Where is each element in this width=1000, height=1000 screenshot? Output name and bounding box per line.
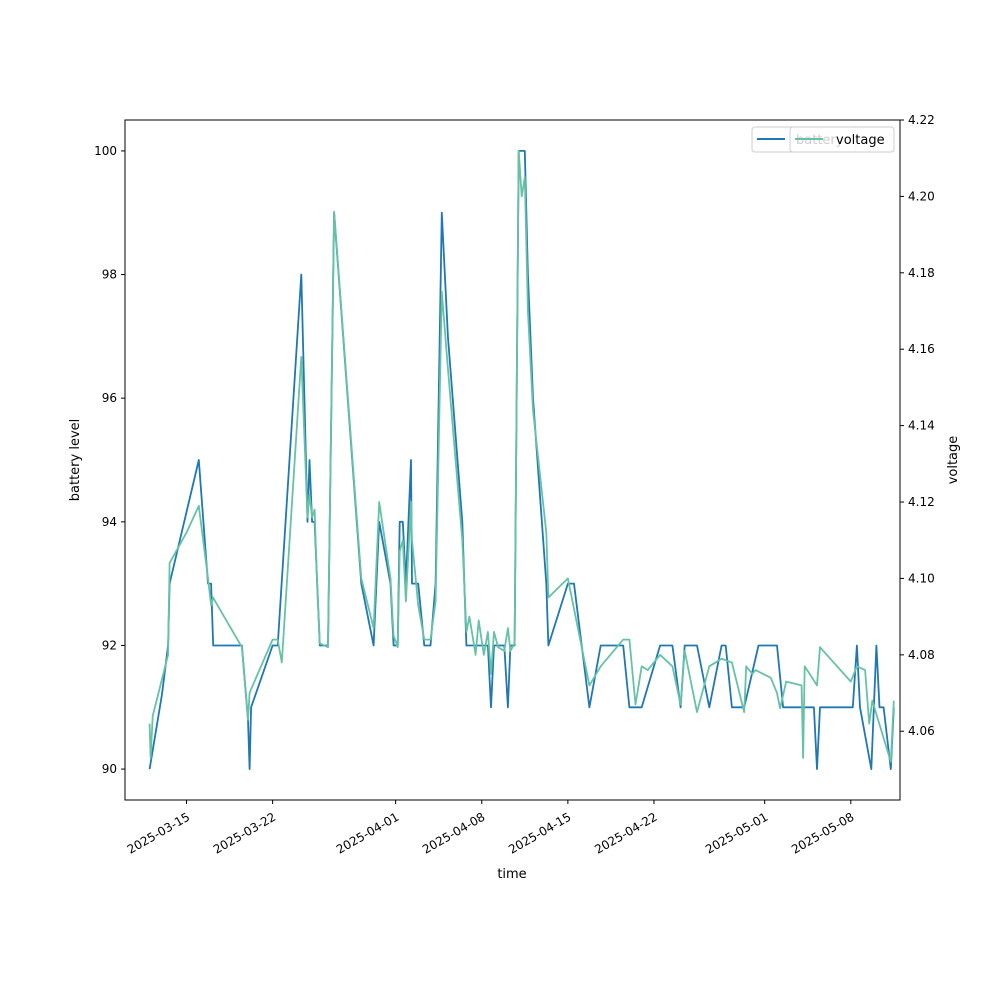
- x-tick-label: 2025-05-08: [789, 810, 856, 857]
- series-layer: [148, 149, 895, 770]
- y-tick-label-left: 96: [102, 391, 117, 405]
- y-tick-label-right: 4.16: [908, 342, 935, 356]
- ticks-layer: 2025-03-15 2025-03-22 2025-04-01 2025-04-08…: [94, 113, 935, 857]
- y-axis-label-left: battery level: [68, 419, 83, 502]
- y-tick-label-left: 94: [102, 515, 117, 529]
- x-axis-label: time: [497, 867, 526, 882]
- x-tick-label: 2025-04-22: [592, 810, 659, 857]
- y-tick-label-right: 4.20: [908, 189, 935, 203]
- y-tick-label-left: 98: [102, 268, 117, 282]
- y-tick-label-left: 100: [94, 144, 117, 158]
- series-line-battery: [148, 149, 895, 770]
- x-tick-label: 2025-03-15: [125, 810, 192, 857]
- y-tick-label-left: 92: [102, 638, 117, 652]
- x-tick-label: 2025-04-01: [334, 810, 401, 857]
- y-tick-label-right: 4.10: [908, 571, 935, 585]
- y-tick-label-right: 4.08: [908, 648, 935, 662]
- x-tick-label: 2025-04-15: [506, 810, 573, 857]
- plot-frame: [124, 119, 901, 801]
- series-line-voltage: [148, 149, 895, 763]
- y-tick-label-right: 4.06: [908, 724, 935, 738]
- x-tick-label: 2025-05-01: [703, 810, 770, 857]
- x-tick-label: 2025-03-22: [211, 810, 278, 857]
- y-tick-label-right: 4.12: [908, 495, 935, 509]
- legend-voltage: voltage: [789, 126, 895, 153]
- y-tick-label-left: 90: [102, 762, 117, 776]
- y-tick-label-right: 4.14: [908, 419, 935, 433]
- y-tick-label-right: 4.18: [908, 266, 935, 280]
- y-tick-label-right: 4.22: [908, 113, 935, 127]
- y-axis-label-right: voltage: [946, 436, 961, 485]
- legend-box: [789, 126, 895, 153]
- legend-label-voltage: voltage: [836, 133, 885, 148]
- x-tick-label: 2025-04-08: [420, 810, 487, 857]
